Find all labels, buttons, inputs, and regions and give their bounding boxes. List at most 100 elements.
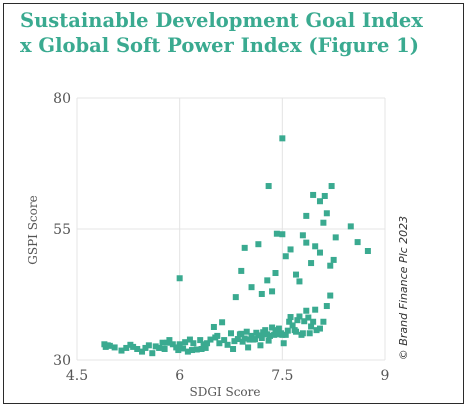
grid-lines [76, 97, 386, 361]
data-point-100 [238, 267, 245, 274]
data-point-39 [214, 332, 221, 339]
data-point-53 [245, 344, 252, 351]
data-point-125 [321, 192, 328, 199]
data-point-123 [310, 191, 317, 198]
data-point-37 [210, 323, 217, 330]
data-point-67 [269, 324, 276, 331]
data-point-10 [139, 348, 146, 355]
data-point-89 [306, 330, 313, 337]
data-point-50 [239, 338, 246, 345]
data-point-110 [287, 246, 294, 253]
y-tick-label-1: 55 [53, 222, 71, 238]
data-point-117 [316, 249, 323, 256]
data-point-17 [161, 345, 168, 352]
data-point-114 [303, 239, 310, 246]
data-point-73 [279, 331, 286, 338]
data-point-4 [111, 344, 118, 351]
data-point-63 [262, 327, 269, 334]
data-point-28 [188, 347, 195, 354]
data-point-12 [145, 342, 152, 349]
data-point-121 [330, 256, 337, 263]
data-point-103 [255, 241, 262, 248]
chart-title: Sustainable Development Goal Index x Glo… [20, 8, 450, 58]
x-tick-label-2: 7.5 [271, 368, 293, 384]
data-point-83 [296, 313, 303, 320]
y-axis-label: GSPI Score [26, 195, 40, 264]
data-point-94 [316, 325, 323, 332]
data-point-111 [293, 271, 300, 278]
data-point-79 [289, 322, 296, 329]
data-point-81 [293, 328, 300, 335]
data-point-124 [316, 198, 323, 205]
data-point-42 [221, 337, 228, 344]
data-point-20 [169, 341, 176, 348]
data-point-66 [267, 332, 274, 339]
chart-frame [3, 3, 464, 404]
data-point-102 [248, 284, 255, 291]
data-point-130 [347, 223, 354, 230]
y-tick-label-0: 30 [53, 353, 71, 369]
data-point-47 [234, 336, 241, 343]
data-point-24 [180, 345, 187, 352]
data-point-88 [305, 314, 312, 321]
data-point-128 [265, 183, 272, 190]
x-tick-label-3: 9 [381, 368, 390, 384]
data-point-126 [328, 183, 335, 190]
data-point-14 [152, 343, 159, 350]
data-point-45 [230, 345, 237, 352]
data-point-57 [251, 336, 258, 343]
data-point-3 [106, 342, 113, 349]
data-point-99 [232, 294, 239, 301]
data-point-71 [275, 325, 282, 332]
data-point-109 [282, 253, 289, 260]
data-point-129 [273, 230, 280, 237]
data-point-118 [320, 219, 327, 226]
data-point-87 [303, 307, 310, 314]
x-tick-label-0: 4.5 [66, 368, 88, 384]
data-point-46 [231, 338, 238, 345]
data-point-78 [287, 314, 294, 321]
data-point-15 [156, 344, 163, 351]
data-point-91 [310, 318, 317, 325]
data-point-34 [202, 344, 209, 351]
data-point-44 [228, 330, 234, 337]
data-point-97 [327, 292, 334, 299]
data-point-82 [294, 317, 301, 324]
data-point-36 [207, 336, 214, 343]
data-point-75 [282, 331, 289, 338]
data-point-86 [301, 318, 308, 325]
data-point-76 [284, 327, 291, 334]
data-point-33 [200, 341, 207, 348]
data-point-120 [327, 262, 334, 269]
data-point-19 [166, 337, 173, 344]
data-point-49 [238, 330, 245, 337]
data-point-61 [258, 334, 265, 341]
data-point-29 [190, 340, 197, 347]
data-point-133 [279, 135, 286, 142]
data-point-115 [308, 260, 315, 267]
data-point-60 [257, 342, 264, 349]
data-point-92 [312, 306, 319, 313]
data-point-16 [159, 339, 166, 346]
data-point-35 [204, 340, 211, 347]
data-point-113 [299, 232, 306, 239]
scatter-points [101, 135, 371, 357]
chart-title-line-2: x Global Soft Power Index (Figure 1) [20, 34, 419, 57]
data-point-101 [241, 244, 248, 251]
data-point-95 [320, 318, 327, 325]
data-point-69 [272, 327, 279, 334]
data-point-85 [299, 330, 306, 337]
data-point-11 [142, 344, 149, 351]
data-point-70 [273, 331, 280, 338]
data-point-131 [354, 239, 361, 246]
data-point-107 [272, 270, 279, 277]
data-point-22 [175, 347, 182, 354]
x-tick-label-1: 6 [175, 368, 184, 384]
y-tick-label-2: 80 [53, 91, 71, 107]
data-point-54 [246, 336, 253, 343]
data-point-52 [243, 328, 250, 335]
data-point-132 [364, 248, 371, 255]
chart-title-line-1: Sustainable Development Goal Index [20, 9, 423, 32]
data-point-74 [280, 340, 287, 347]
